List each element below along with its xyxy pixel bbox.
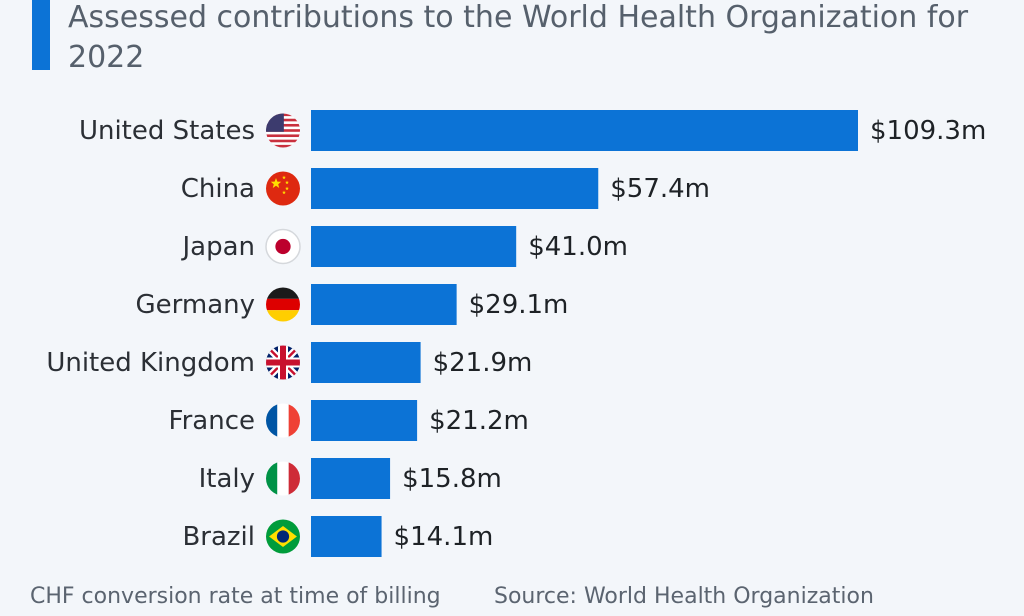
title-accent-bar (32, 0, 50, 70)
germany-flag-icon (266, 287, 300, 322)
value-label-japan: $41.0m (528, 232, 628, 262)
us-flag-icon (266, 113, 300, 148)
bar-china (311, 168, 599, 209)
footer-source: Source: World Health Organization (494, 584, 874, 609)
value-label-germany: $29.1m (469, 290, 569, 320)
footer-note: CHF conversion rate at time of billing (30, 584, 441, 609)
category-label-germany: Germany (135, 290, 255, 320)
bar-japan (311, 226, 517, 267)
category-label-italy: Italy (199, 464, 255, 494)
bar-germany (311, 284, 457, 325)
category-label-brazil: Brazil (182, 522, 255, 552)
bar-united-states (311, 110, 858, 151)
france-flag-icon (266, 403, 300, 438)
japan-flag-icon (265, 228, 301, 265)
bar-italy (311, 458, 391, 499)
category-label-japan: Japan (180, 232, 255, 262)
category-label-china: China (181, 174, 255, 204)
bar-brazil (311, 516, 382, 557)
value-label-china: $57.4m (610, 174, 710, 204)
value-label-united-kingdom: $21.9m (433, 348, 533, 378)
brazil-flag-icon (266, 519, 300, 554)
uk-flag-icon (266, 345, 300, 380)
value-label-france: $21.2m (429, 406, 529, 436)
italy-flag-icon (266, 461, 300, 496)
category-label-france: France (169, 406, 255, 436)
category-label-united-kingdom: United Kingdom (46, 348, 255, 378)
bar-france (311, 400, 418, 441)
chart-title: Assessed contributions to the World Heal… (68, 0, 969, 75)
category-label-united-states: United States (79, 116, 255, 146)
value-label-brazil: $14.1m (394, 522, 494, 552)
value-label-united-states: $109.3m (870, 116, 986, 146)
china-flag-icon (266, 171, 300, 206)
value-label-italy: $15.8m (402, 464, 502, 494)
bar-united-kingdom (311, 342, 421, 383)
